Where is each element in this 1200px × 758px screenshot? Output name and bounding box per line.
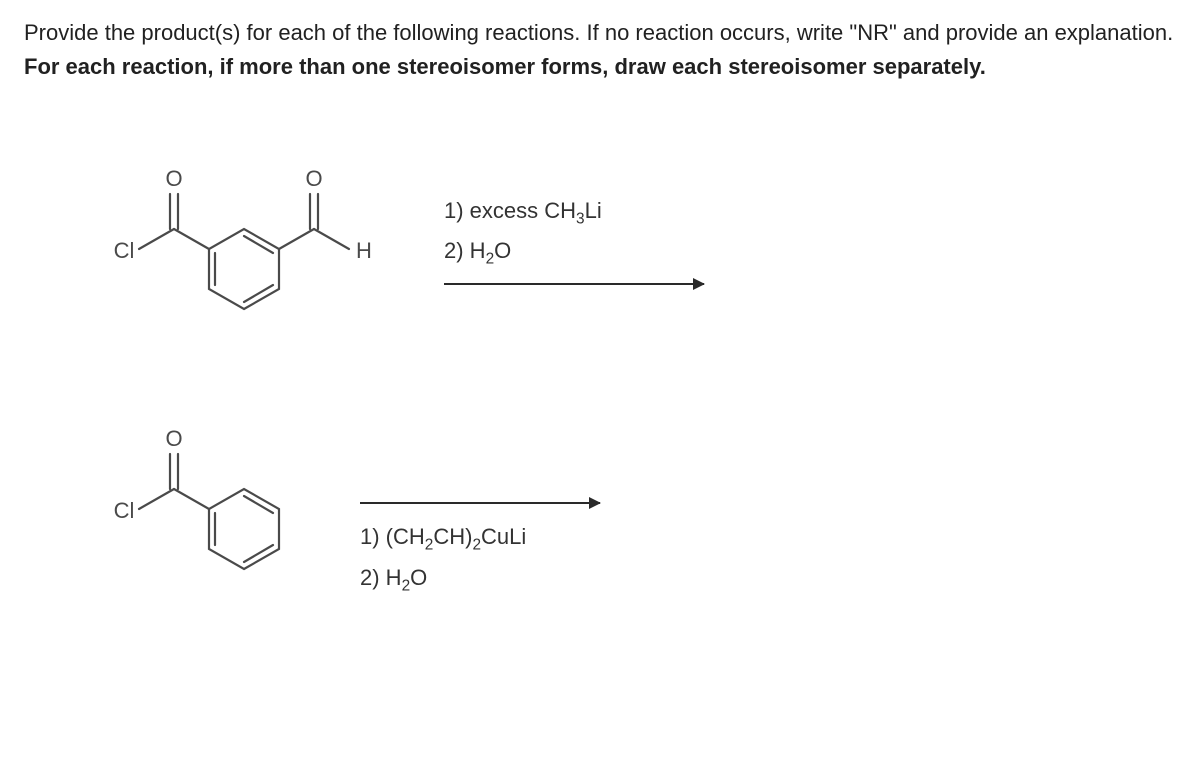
reaction-2-arrow-block: 1) (CH2CH)2CuLi 2) H2O [360, 494, 600, 601]
reaction-1-reagents: 1) excess CH3Li 2) H2O [444, 194, 704, 285]
reaction-2: O Cl 1) (CH2CH)2CuLi 2) H2O [24, 404, 1176, 601]
o-label-1: O [165, 166, 182, 191]
instruction-text: Provide the product(s) for each of the f… [24, 16, 1176, 84]
o-label-2: O [305, 166, 322, 191]
reaction-1-structure: O O Cl H [84, 144, 404, 334]
cl-label: Cl [114, 238, 135, 263]
reaction-2-arrow [360, 502, 600, 504]
reaction-2-reagent-1: 1) (CH2CH)2CuLi [360, 520, 526, 557]
h-label: H [356, 238, 372, 263]
cl-label-2: Cl [114, 498, 135, 523]
reaction-1-reagent-1: 1) excess CH3Li [444, 194, 602, 231]
reaction-1-reagent-2: 2) H2O [444, 234, 511, 271]
instruction-part1: Provide the product(s) for each of the f… [24, 20, 1173, 45]
reaction-2-reagent-2: 2) H2O [360, 561, 526, 598]
reaction-1: O O Cl H 1) excess CH3Li 2) H2O [24, 144, 1176, 334]
reaction-2-reagents: 1) (CH2CH)2CuLi 2) H2O [360, 520, 526, 601]
reaction-2-structure: O Cl [84, 404, 324, 594]
reaction-1-arrow [444, 283, 704, 285]
instruction-part2: For each reaction, if more than one ster… [24, 54, 986, 79]
o-label-3: O [165, 426, 182, 451]
